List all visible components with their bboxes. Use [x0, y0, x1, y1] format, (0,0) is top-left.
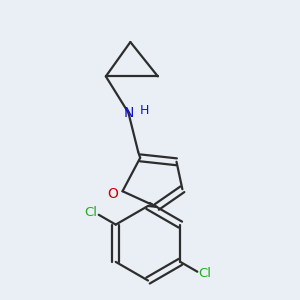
Text: N: N — [123, 106, 134, 120]
Text: O: O — [107, 187, 118, 201]
Text: Cl: Cl — [199, 267, 212, 280]
Text: Cl: Cl — [84, 206, 98, 219]
Text: H: H — [140, 104, 149, 117]
